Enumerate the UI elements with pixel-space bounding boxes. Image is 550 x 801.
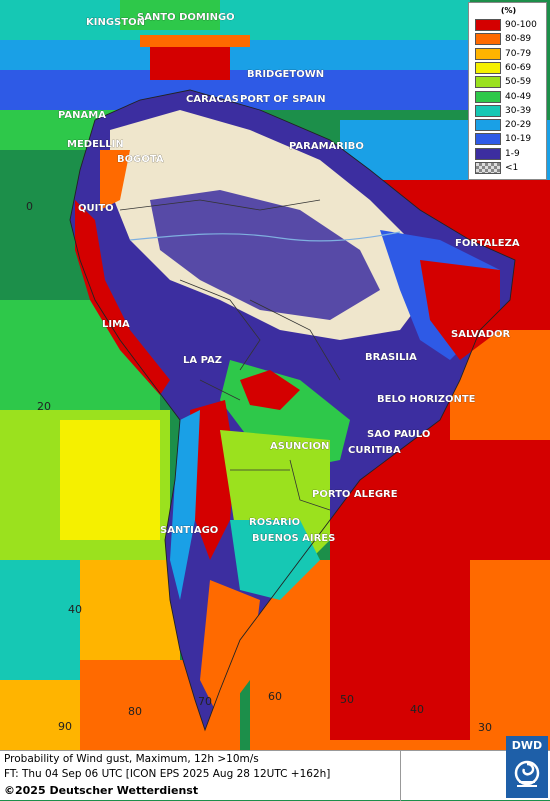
legend-label: 1-9 (505, 148, 520, 159)
city-label: MEDELLIN (67, 139, 124, 150)
city-label: QUITO (78, 203, 114, 214)
legend-swatch (475, 162, 501, 174)
legend-entry: 60-69 (475, 61, 545, 74)
legend-swatch (475, 90, 501, 103)
legend-label: 10-19 (505, 134, 532, 145)
legend-entry: 30-39 (475, 104, 545, 117)
city-label: BRIDGETOWN (247, 69, 324, 80)
city-label: SAO PAULO (367, 429, 430, 440)
legend-label: 70-79 (505, 48, 532, 59)
city-label: SANTO DOMINGO (137, 12, 235, 23)
legend-swatch (475, 61, 501, 74)
swirl-icon (514, 760, 540, 787)
legend: (%) 90-100 80-89 70-79 60-69 50-59 40-49 30-39… (468, 2, 547, 180)
city-label: BELO HORIZONTE (377, 394, 476, 405)
city-label: KINGSTON (86, 17, 145, 28)
city-label: CARACAS (186, 94, 239, 105)
legend-label: 50-59 (505, 77, 532, 88)
legend-label: 80-89 (505, 34, 532, 45)
longitude-label: 40 (410, 703, 424, 716)
dwd-logo: DWD (506, 736, 548, 798)
probability-map: KINGSTON SANTO DOMINGO BRIDGETOWN PANAMA… (0, 0, 550, 750)
latitude-label: 20 (37, 400, 51, 413)
city-label: PARAMARIBO (289, 141, 364, 152)
latitude-label: 0 (26, 200, 33, 213)
legend-entry: <1 (475, 162, 545, 174)
city-label: FORTALEZA (455, 238, 520, 249)
legend-unit: (%) (500, 6, 517, 15)
legend-swatch (475, 76, 501, 89)
longitude-label: 30 (478, 721, 492, 734)
legend-label: 40-49 (505, 91, 532, 102)
longitude-label: 60 (268, 690, 282, 703)
legend-entry: 50-59 (475, 76, 545, 89)
legend-entry: 70-79 (475, 47, 545, 60)
forecast-time: FT: Thu 04 Sep 06 UTC [ICON EPS 2025 Aug… (4, 768, 331, 780)
city-label: SALVADOR (451, 329, 511, 340)
legend-entry: 10-19 (475, 133, 545, 146)
city-label: CURITIBA (348, 445, 401, 456)
legend-swatch (475, 33, 501, 46)
city-label: SANTIAGO (160, 525, 218, 536)
legend-label: 60-69 (505, 62, 532, 73)
legend-swatch (475, 133, 501, 146)
legend-swatch (475, 19, 501, 31)
legend-entry: 90-100 (475, 19, 545, 31)
legend-entry: 80-89 (475, 33, 545, 46)
city-label: ROSARIO (249, 517, 300, 528)
product-title: Probability of Wind gust, Maximum, 12h >… (4, 753, 259, 765)
legend-label: 90-100 (505, 20, 537, 30)
city-label: PANAMA (58, 110, 106, 121)
copyright: ©2025 Deutscher Wetterdienst (4, 784, 199, 797)
city-label: PORT OF SPAIN (240, 94, 326, 105)
legend-label: 30-39 (505, 105, 532, 116)
longitude-label: 80 (128, 705, 142, 718)
city-label: LIMA (102, 319, 130, 330)
city-label: ASUNCION (270, 441, 329, 452)
legend-label: <1 (505, 163, 519, 173)
footer: Probability of Wind gust, Maximum, 12h >… (0, 750, 550, 801)
city-label: BRASILIA (365, 352, 417, 363)
legend-label: 20-29 (505, 120, 532, 131)
legend-swatch (475, 47, 501, 60)
latitude-label: 40 (68, 603, 82, 616)
longitude-label: 90 (58, 720, 72, 733)
legend-swatch (475, 119, 501, 132)
dwd-logo-text: DWD (511, 739, 543, 752)
city-label: PORTO ALEGRE (312, 489, 398, 500)
legend-swatch (475, 147, 501, 160)
legend-entry: 1-9 (475, 147, 545, 160)
legend-entry: 20-29 (475, 119, 545, 132)
longitude-label: 50 (340, 693, 354, 706)
city-label: BUENOS AIRES (252, 533, 335, 544)
legend-entry: 40-49 (475, 90, 545, 103)
legend-swatch (475, 104, 501, 117)
city-label: BOGOTA (117, 154, 164, 165)
footer-divider (400, 751, 401, 801)
city-label: LA PAZ (183, 355, 222, 366)
longitude-label: 70 (198, 695, 212, 708)
